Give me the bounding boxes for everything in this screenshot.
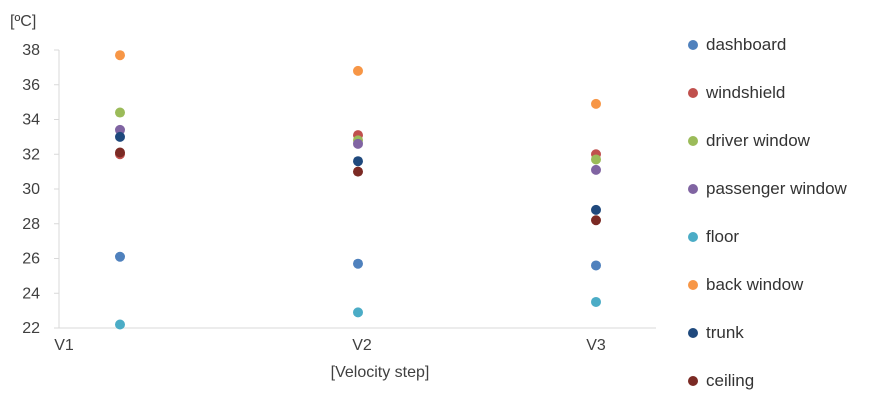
y-tick-label: 22 (22, 320, 40, 337)
legend-item: back window (688, 261, 847, 309)
y-tick-label: 26 (22, 251, 40, 268)
point-back-window-v3 (591, 98, 601, 109)
legend-label: windshield (706, 83, 786, 102)
point-ceiling-v3 (591, 215, 601, 226)
legend-item: windshield (688, 69, 847, 117)
legend-label: trunk (706, 323, 744, 342)
point-floor-v2 (353, 307, 363, 318)
legend-marker (688, 40, 698, 50)
y-tick-label: 36 (22, 77, 40, 94)
point-trunk-v1 (115, 131, 125, 142)
point-passenger-window-v1 (115, 124, 125, 135)
x-tick-labels: V1 V2 V3 (54, 337, 606, 354)
legend-marker (688, 136, 698, 146)
legend-item: driver window (688, 117, 847, 165)
point-floor-v1 (115, 319, 125, 330)
legend-label: passenger window (706, 179, 847, 198)
y-tick-label: 28 (22, 216, 40, 233)
y-axis-title: [ºC] (10, 13, 36, 30)
x-axis-title: [Velocity step] (331, 364, 430, 381)
point-back-window-v1 (115, 50, 125, 61)
point-driver-window-v3 (591, 154, 601, 165)
x-tick-label: V1 (54, 337, 74, 354)
legend-label: driver window (706, 131, 810, 150)
legend-item: dashboard (688, 21, 847, 69)
legend-marker (688, 88, 698, 98)
point-passenger-window-v2 (353, 138, 363, 149)
y-tick-label: 38 (22, 42, 40, 59)
y-tick-label: 32 (22, 146, 40, 163)
x-tick-label: V3 (586, 337, 606, 354)
legend-marker (688, 328, 698, 338)
y-tick-label: 34 (22, 112, 40, 129)
legend-label: floor (706, 227, 740, 246)
x-tick-label: V2 (352, 337, 372, 354)
point-driver-window-v1 (115, 107, 125, 118)
legend-item: ceiling (688, 357, 847, 405)
y-tick-label: 30 (22, 181, 40, 198)
point-ceiling-v1 (115, 147, 125, 158)
point-ceiling-v2 (353, 166, 363, 177)
y-tick-label: 24 (22, 285, 40, 302)
point-trunk-v2 (353, 156, 363, 167)
point-dashboard-v3 (591, 260, 601, 271)
legend-item: trunk (688, 309, 847, 357)
legend-marker (688, 376, 698, 386)
data-points (115, 50, 601, 330)
legend-marker (688, 184, 698, 194)
legend-item: floor (688, 213, 847, 261)
legend-label: dashboard (706, 35, 787, 54)
legend-marker (688, 280, 698, 290)
legend-marker (688, 232, 698, 242)
point-passenger-window-v3 (591, 164, 601, 175)
legend: dashboard windshield driver window passenge… (688, 21, 847, 405)
point-trunk-v3 (591, 204, 601, 215)
scatter-chart: [ºC] 22 24 26 28 30 32 34 36 38 V1 V2 V3 [Velocity… (10, 13, 656, 381)
legend-label: ceiling (706, 371, 755, 390)
y-tick-labels: 22 24 26 28 30 32 34 36 38 (22, 42, 59, 337)
legend-label: back window (706, 275, 804, 294)
point-dashboard-v2 (353, 258, 363, 269)
point-dashboard-v1 (115, 251, 125, 262)
legend-item: passenger window (688, 165, 847, 213)
point-back-window-v2 (353, 65, 363, 76)
point-floor-v3 (591, 296, 601, 307)
